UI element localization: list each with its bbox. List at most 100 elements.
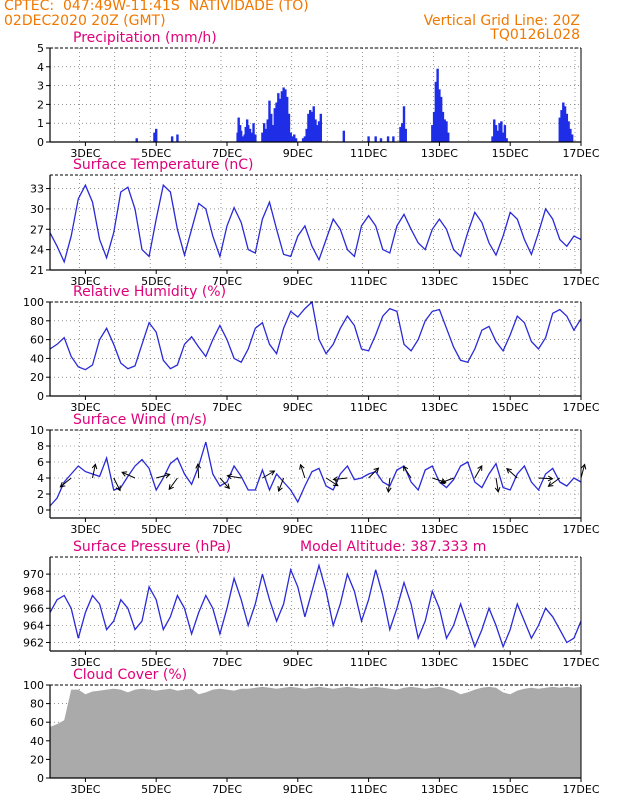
precip-bar [496,130,500,142]
series-line [49,183,582,264]
series-line [49,300,582,371]
x-tick-label: 5DEC [141,523,171,536]
x-tick-label: 15DEC [492,523,529,536]
y-tick-label: 4 [37,61,44,74]
x-tick-label: 13DEC [421,656,458,669]
precip-bar [563,106,567,142]
precip-bar [567,121,570,142]
x-tick-label: 13DEC [421,523,458,536]
wind-arrow [387,477,391,492]
wind-arrow [538,477,553,480]
precip-bar [562,102,565,142]
precip-bar [319,113,323,142]
y-tick-label: 40 [30,735,44,748]
precip-bar [379,138,383,142]
x-tick-label: 7DEC [212,656,242,669]
precip-bar [500,121,503,142]
precip-bar [250,132,253,142]
wind-arrow [440,477,454,484]
y-tick-label: 1 [37,117,44,130]
precip-bar [493,119,496,142]
precip-bar [447,132,450,142]
wind-arrow-head [477,464,483,471]
wind-arrow [121,471,136,479]
y-tick-label: 20 [30,753,44,766]
wind-arrow [91,464,96,479]
panel-6: Cloud Cover (%) 0 20 40 60 80 100 3DEC 5DEC 7DEC 9… [23,667,600,796]
x-tick-label: 5DEC [141,783,171,796]
x-tick-label: 9DEC [283,147,313,160]
panel-title: Precipitation (mm/h) [73,30,217,46]
wind-arrow [300,464,306,479]
y-tick-label: 2 [37,488,44,501]
precip-bar [491,136,494,142]
precip-bar [237,117,240,142]
series-line [49,441,582,507]
y-tick-label: 968 [23,585,44,598]
wind-arrow-head [195,462,201,469]
wind-arrow-head [277,486,283,493]
precip-bar [558,117,561,142]
precip-bar [287,113,291,142]
precip-bar [431,125,434,142]
y-tick-label: 33 [30,183,44,196]
precip-bar [317,121,321,142]
wind-arrow [113,477,121,491]
x-tick-label: 17DEC [562,523,599,536]
precip-bar [289,132,292,142]
header-date: 02DEC2020 20Z (GMT) [4,13,166,29]
wind-arrow [262,470,275,479]
panel-title: Cloud Cover (%) [73,667,187,683]
panel-1: Precipitation (mm/h) 0 1 2 3 4 5 3DEC 5DEC 7DEC 9D… [37,30,600,160]
wind-arrow-head [224,483,230,490]
precip-bar [310,111,314,142]
precip-bar [262,123,266,142]
x-tick-label: 11DEC [350,523,387,536]
precip-bar [434,81,438,142]
y-tick-label: 21 [30,264,44,277]
precip-bar [374,136,377,142]
x-tick-label: 9DEC [283,523,313,536]
precip-bar [441,111,445,142]
precip-bar [439,96,443,142]
precip-bar [501,132,505,142]
wind-arrow [156,473,170,479]
panel-title: Surface Pressure (hPa) [73,539,231,555]
precip-bar [386,136,390,142]
precip-bar [280,91,284,142]
y-tick-label: 0 [37,772,44,785]
header-model-id: TQ0126L028 [490,27,580,43]
x-tick-label: 3DEC [70,275,100,288]
precip-bar [155,128,158,142]
precip-bar [367,136,370,142]
x-tick-label: 3DEC [70,147,100,160]
precip-bar [153,132,156,142]
precip-bar [569,128,572,142]
wind-arrow [403,465,412,479]
precip-bar [270,113,273,142]
wind-arrow-head [332,476,339,482]
precip-bar [445,121,448,142]
precip-bar [248,128,252,142]
precip-bar [275,102,278,142]
panel-title: Surface Temperature (nC) [73,157,254,173]
wind-arrow [168,477,178,490]
x-tick-label: 17DEC [562,656,599,669]
precip-bar [284,89,287,142]
y-tick-label: 24 [30,244,44,257]
wind-arrow [495,477,499,492]
precip-bar [277,93,280,142]
precip-bar [135,138,138,142]
wind-arrow [333,477,348,480]
y-tick-label: 8 [37,440,44,453]
y-tick-label: 962 [23,636,44,649]
y-tick-label: 100 [23,296,44,309]
precip-bar [342,130,346,142]
precip-bar [264,128,268,142]
precip-bar [244,126,247,142]
wind-arrow-head [121,471,128,477]
precip-bar [303,136,307,142]
precip-bar [402,106,406,142]
y-tick-label: 964 [23,619,44,632]
precip-bar [307,113,310,142]
